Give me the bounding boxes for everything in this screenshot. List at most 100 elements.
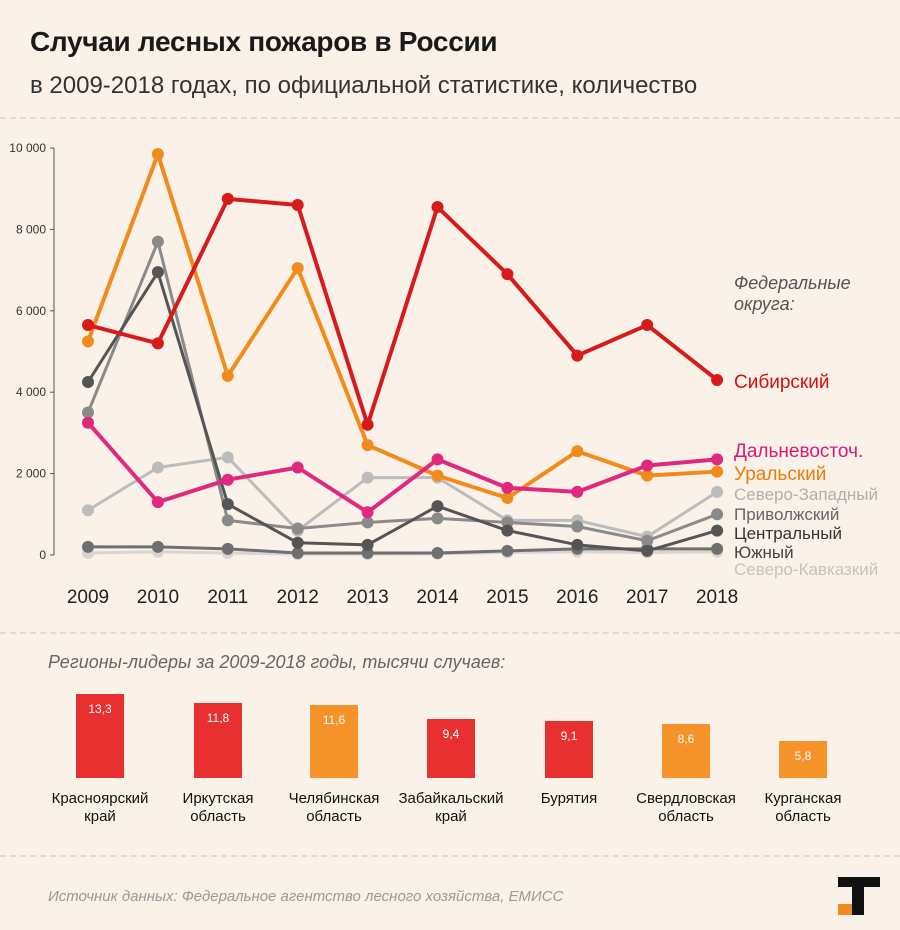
data-point <box>361 538 374 551</box>
bar-category-label: Свердловская область <box>621 790 751 826</box>
data-point <box>431 453 444 466</box>
bar-category-label-line: область <box>306 808 362 825</box>
data-point <box>291 522 304 535</box>
series-line <box>87 196 719 427</box>
data-point <box>151 540 164 553</box>
bar-category-label-line: область <box>190 808 246 825</box>
data-point <box>501 492 514 505</box>
data-point <box>501 481 514 494</box>
tass-t-logo-icon <box>838 877 880 915</box>
bar-category-label-line: Иркутская <box>182 790 254 807</box>
data-point <box>291 198 304 211</box>
data-point <box>82 335 94 348</box>
x-tick-label: 2011 <box>207 587 248 608</box>
data-point <box>641 459 654 472</box>
data-point <box>221 192 234 205</box>
divider <box>0 117 900 119</box>
data-point <box>221 542 234 555</box>
series-label: Северо-Западный <box>734 485 878 504</box>
data-point <box>291 461 304 474</box>
data-point <box>711 542 724 555</box>
data-point <box>501 544 514 557</box>
bar-value-label: 11,6 <box>322 713 346 727</box>
series-label: Сибирский <box>734 372 829 393</box>
bar-category-label: Иркутская область <box>153 790 283 826</box>
legend-title: Федеральные <box>734 273 851 293</box>
bar-category-label-line: край <box>435 808 467 825</box>
data-point <box>431 201 444 214</box>
series-label: Уральский <box>734 464 826 485</box>
data-point <box>571 349 584 362</box>
series-label: Дальневосточ. <box>734 441 863 462</box>
data-point <box>431 512 444 525</box>
y-tick-label: 4 000 <box>16 385 46 399</box>
data-point <box>221 514 234 527</box>
series-line <box>87 455 718 539</box>
line-chart: 0 2 000 4 000 6 000 8 000 10 000 2009 2010 2011 2… <box>9 141 878 608</box>
bar-category-label: Забайкальский край <box>386 790 516 826</box>
x-tick-label: 2010 <box>137 587 179 608</box>
data-point <box>711 508 724 521</box>
bar: 5,8 <box>779 741 827 778</box>
data-point <box>151 235 164 248</box>
bar-value-label: 11,8 <box>206 711 230 725</box>
divider <box>0 632 900 634</box>
bar: 11,6 <box>310 705 358 778</box>
bar-value-label: 8,6 <box>677 732 695 746</box>
x-tick-label: 2012 <box>277 587 319 608</box>
x-tick-label: 2016 <box>556 587 598 608</box>
bar-chart: 13,3 Красноярский край 11,8 Иркутская область… <box>0 680 900 840</box>
bar: 9,4 <box>427 719 475 778</box>
series-label: Южный <box>734 543 794 562</box>
data-point <box>82 416 94 429</box>
bar-category-label-line: Красноярский <box>51 790 149 807</box>
data-point <box>151 461 164 474</box>
data-point <box>361 471 374 484</box>
bar-category-label-line: Челябинская <box>288 790 380 807</box>
bar-category-label: Красноярский край <box>35 790 165 826</box>
data-point <box>571 520 584 533</box>
data-point <box>641 534 654 547</box>
bar-value-label: 13,3 <box>88 702 112 716</box>
chart-title: Случаи лесных пожаров в России <box>30 26 498 57</box>
data-point <box>361 418 374 431</box>
x-tick-label: 2009 <box>67 587 109 608</box>
data-point <box>431 500 444 513</box>
bar: 11,8 <box>194 703 242 778</box>
data-point <box>571 445 584 458</box>
x-tick-label: 2013 <box>346 587 388 608</box>
data-point <box>221 451 234 464</box>
data-point <box>82 540 94 553</box>
x-tick-label: 2018 <box>696 587 738 608</box>
chart-subtitle: в 2009-2018 годах, по официальной статис… <box>30 72 698 99</box>
data-point <box>151 337 164 350</box>
bar-category-label-line: Свердловская <box>636 790 736 807</box>
source-note: Источник данных: Федеральное агентство л… <box>48 888 564 905</box>
bar-category-label-line: Забайкальский <box>398 790 504 807</box>
data-point <box>291 546 304 559</box>
bar-value-label: 9,4 <box>442 727 460 741</box>
data-point <box>571 538 584 551</box>
data-point <box>82 406 94 419</box>
bar-category-label-line: область <box>658 808 714 825</box>
data-point <box>711 465 724 478</box>
data-point <box>711 485 724 498</box>
series-line <box>86 270 718 553</box>
data-point <box>82 319 94 332</box>
series-label: Приволжский <box>734 505 839 524</box>
series-line <box>86 240 718 543</box>
data-point <box>221 473 234 486</box>
y-tick-label: 0 <box>39 548 46 562</box>
data-point <box>431 546 444 559</box>
x-tick-label: 2015 <box>486 587 528 608</box>
legend-title: округа: <box>734 294 795 314</box>
bar-value-label: 5,8 <box>794 749 812 763</box>
data-point <box>151 148 164 161</box>
y-tick-label: 10 000 <box>9 141 46 155</box>
data-point <box>501 268 514 281</box>
bar: 8,6 <box>662 724 710 778</box>
data-point <box>711 453 724 466</box>
data-point <box>151 266 164 279</box>
bar: 9,1 <box>545 721 593 778</box>
bar-category-label-line: край <box>84 808 116 825</box>
